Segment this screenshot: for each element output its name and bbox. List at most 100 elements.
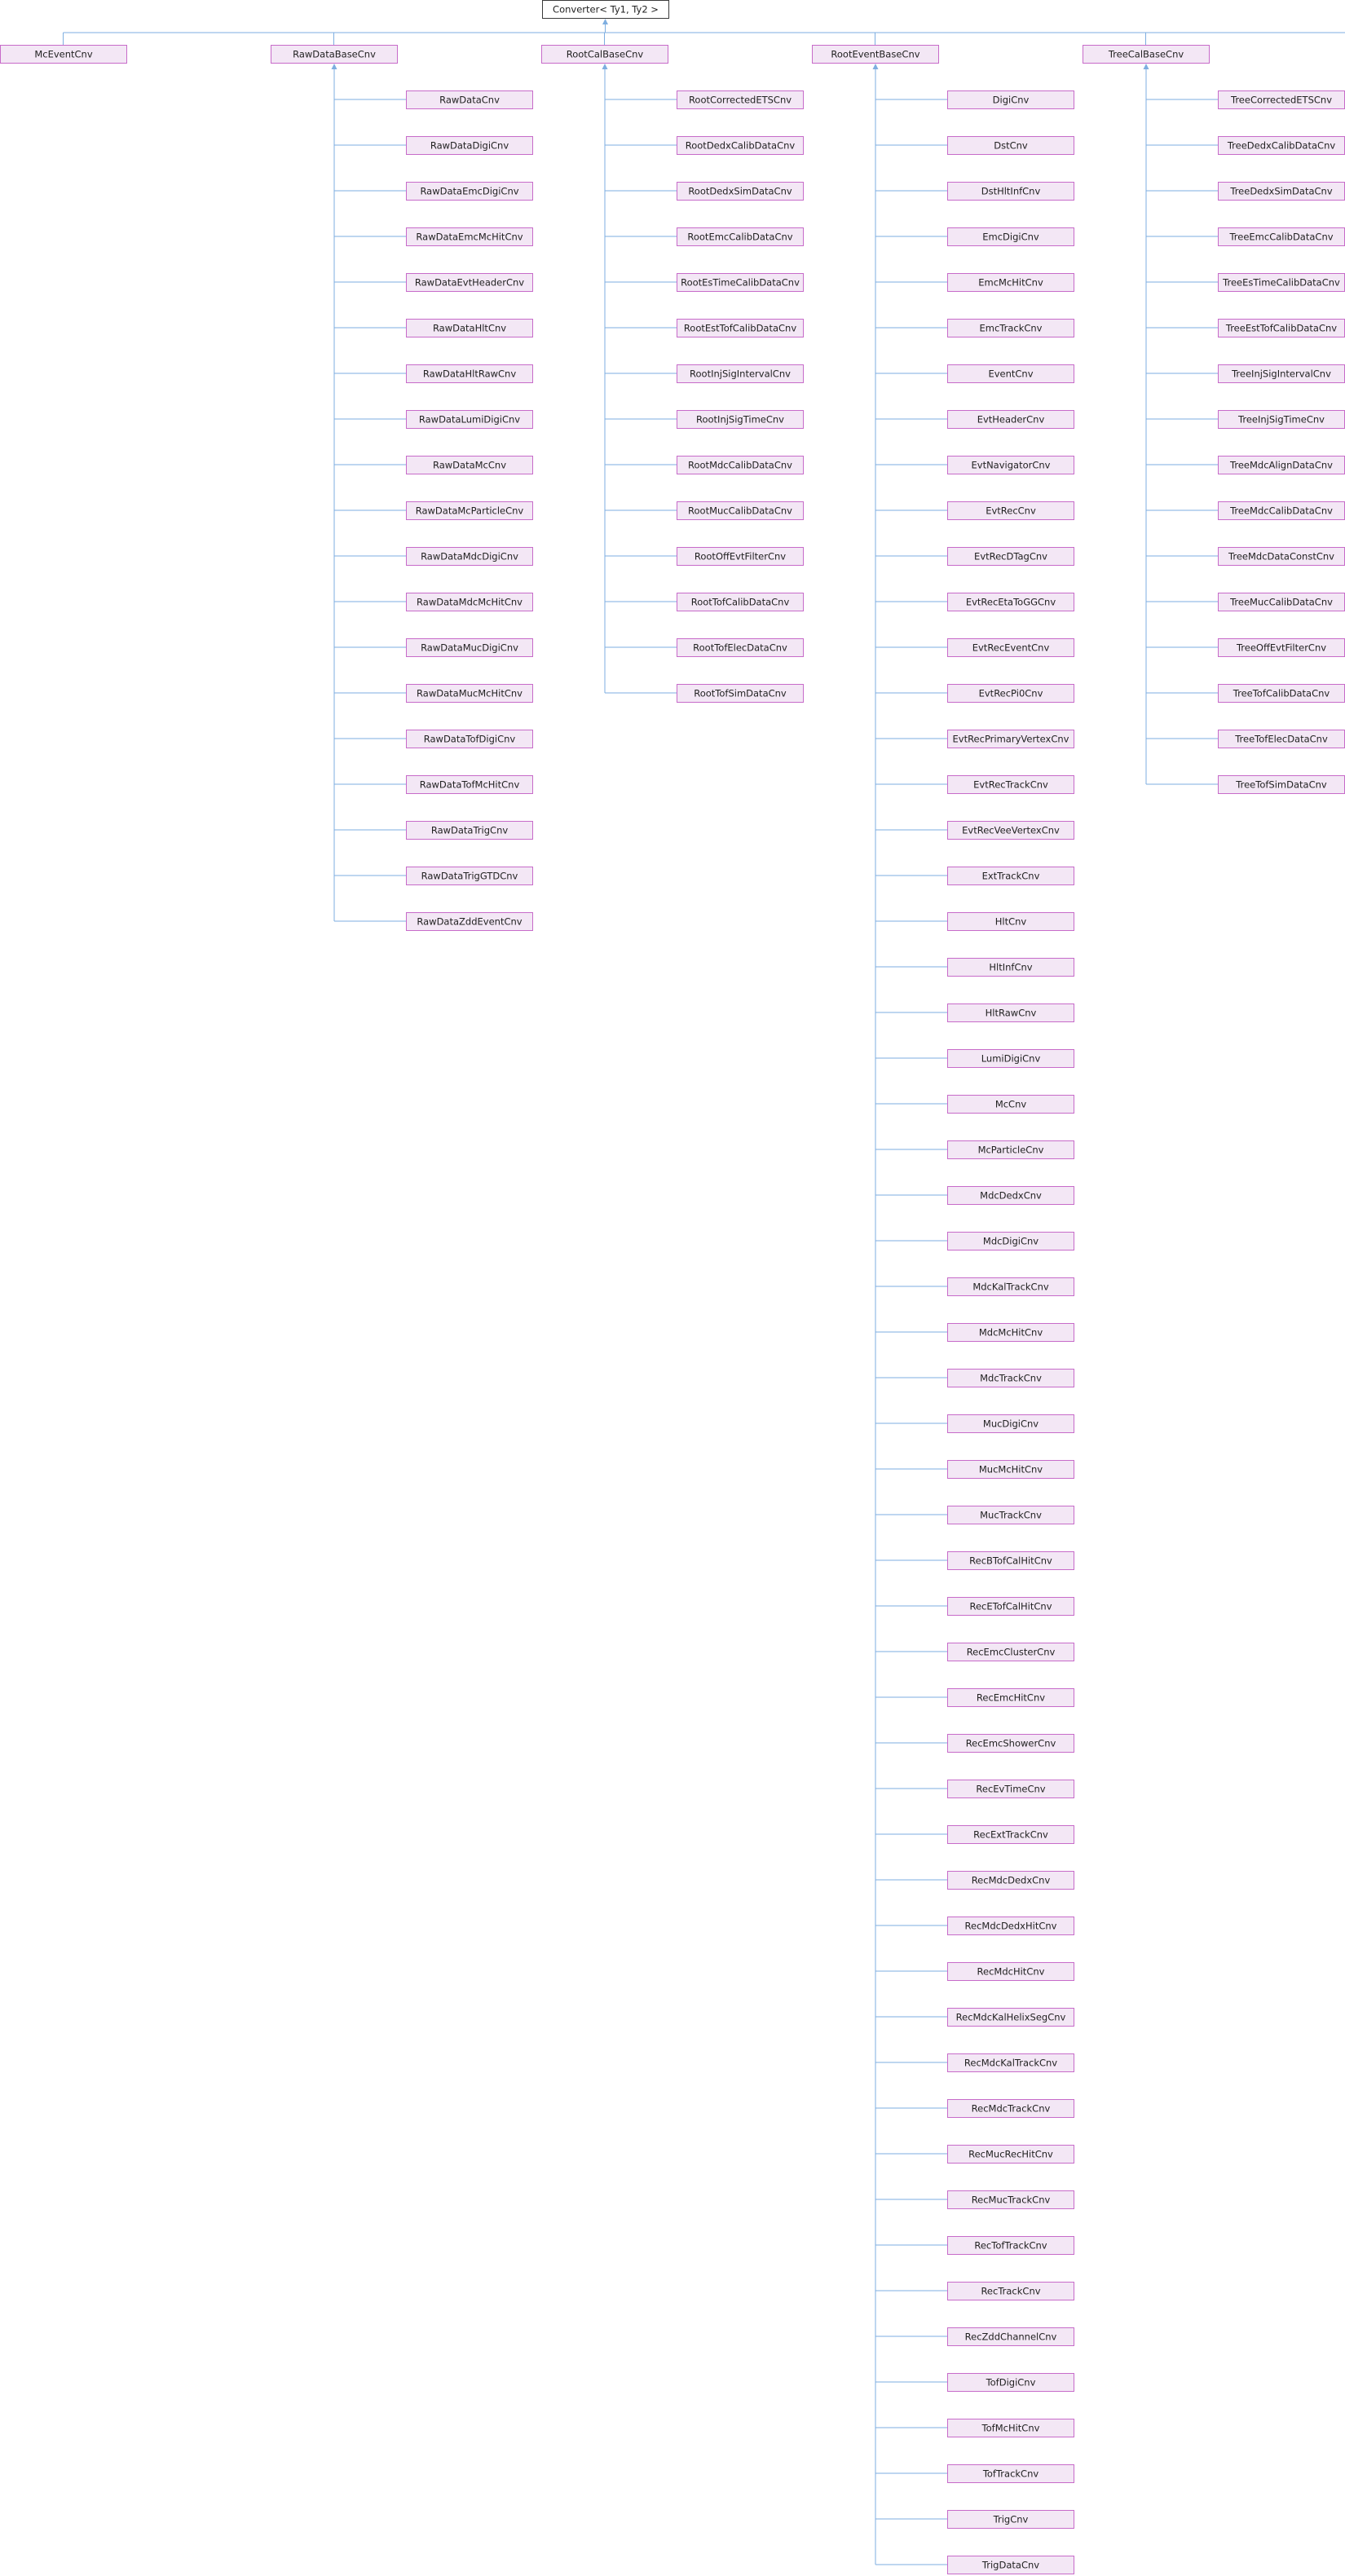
class-node-evtrecveevertexcnv[interactable]: EvtRecVeeVertexCnv — [947, 821, 1074, 840]
class-node-mdcdedxcnv[interactable]: MdcDedxCnv — [947, 1186, 1074, 1205]
class-node-roottofsimdatacnv[interactable]: RootTofSimDataCnv — [677, 684, 804, 703]
class-node-rooteventbasecnv[interactable]: RootEventBaseCnv — [812, 45, 939, 64]
class-node-emcdigicnv[interactable]: EmcDigiCnv — [947, 227, 1074, 246]
class-node-evtrecpi0cnv[interactable]: EvtRecPi0Cnv — [947, 684, 1074, 703]
class-node-rawdatacnv[interactable]: RawDataCnv — [406, 90, 533, 109]
class-node-rootestimecalibdatacnv[interactable]: RootEsTimeCalibDataCnv — [677, 273, 804, 292]
class-node-rootdedxsimdatacnv[interactable]: RootDedxSimDataCnv — [677, 182, 804, 201]
class-node-rawdatatrigcnv[interactable]: RawDataTrigCnv — [406, 821, 533, 840]
class-node-recemcshowercnv[interactable]: RecEmcShowerCnv — [947, 1734, 1074, 1753]
class-node-rootinjsigtimecnv[interactable]: RootInjSigTimeCnv — [677, 410, 804, 429]
class-node-rawdatamccnv[interactable]: RawDataMcCnv — [406, 456, 533, 474]
class-node-evtreceventcnv[interactable]: EvtRecEventCnv — [947, 638, 1074, 657]
class-node-treeinjsigintervalcnv[interactable]: TreeInjSigIntervalCnv — [1218, 364, 1345, 383]
class-node-rootdedxcalibdatacnv[interactable]: RootDedxCalibDataCnv — [677, 136, 804, 155]
class-node-rootcorrectedetscnv[interactable]: RootCorrectedETSCnv — [677, 90, 804, 109]
class-node-recexttrackcnv[interactable]: RecExtTrackCnv — [947, 1825, 1074, 1844]
class-node-recmdchitcnv[interactable]: RecMdcHitCnv — [947, 1962, 1074, 1981]
class-node-rootoffevtfiltercnv[interactable]: RootOffEvtFilterCnv — [677, 547, 804, 566]
class-node-rawdatamdcmchitcnv[interactable]: RawDataMdcMcHitCnv — [406, 593, 533, 611]
class-node-rootemccalibdatacnv[interactable]: RootEmcCalibDataCnv — [677, 227, 804, 246]
class-node-treeesttofcalibdatacnv[interactable]: TreeEstTofCalibDataCnv — [1218, 319, 1345, 337]
class-node-treemdcaligndatacnv[interactable]: TreeMdcAlignDataCnv — [1218, 456, 1345, 474]
class-node-treetofsimdatacnv[interactable]: TreeTofSimDataCnv — [1218, 775, 1345, 794]
class-node-treemuccalibdatacnv[interactable]: TreeMucCalibDataCnv — [1218, 593, 1345, 611]
class-node-recmdckaltrackcnv[interactable]: RecMdcKalTrackCnv — [947, 2053, 1074, 2072]
class-node-evtrecetatoggcnv[interactable]: EvtRecEtaToGGCnv — [947, 593, 1074, 611]
class-node-treeinjsigtimecnv[interactable]: TreeInjSigTimeCnv — [1218, 410, 1345, 429]
class-node-recmdctrackcnv[interactable]: RecMdcTrackCnv — [947, 2099, 1074, 2118]
class-node-recmdcdedxcnv[interactable]: RecMdcDedxCnv — [947, 1871, 1074, 1890]
class-node-rawdatazddeventcnv[interactable]: RawDataZddEventCnv — [406, 912, 533, 931]
class-node-rectoftrackcnv[interactable]: RecTofTrackCnv — [947, 2236, 1074, 2255]
class-node-evtrecprimaryvertexcnv[interactable]: EvtRecPrimaryVertexCnv — [947, 730, 1074, 748]
class-node-recmuctrackcnv[interactable]: RecMucTrackCnv — [947, 2190, 1074, 2209]
class-node-evtreccnv[interactable]: EvtRecCnv — [947, 501, 1074, 520]
class-node-emctrackcnv[interactable]: EmcTrackCnv — [947, 319, 1074, 337]
class-node-hltinfcnv[interactable]: HltInfCnv — [947, 958, 1074, 977]
class-node-tofmchitcnv[interactable]: TofMcHitCnv — [947, 2419, 1074, 2437]
class-node-recbtofcalhitcnv[interactable]: RecBTofCalHitCnv — [947, 1551, 1074, 1570]
class-node-treetofelecdatacnv[interactable]: TreeTofElecDataCnv — [1218, 730, 1345, 748]
class-node-toftrackcnv[interactable]: TofTrackCnv — [947, 2464, 1074, 2483]
class-node-rawdatatriggtdcnv[interactable]: RawDataTrigGTDCnv — [406, 867, 533, 885]
class-node-mdcdigicnv[interactable]: MdcDigiCnv — [947, 1232, 1074, 1251]
class-node-mucmchitcnv[interactable]: MucMcHitCnv — [947, 1460, 1074, 1479]
class-node-tofdigicnv[interactable]: TofDigiCnv — [947, 2373, 1074, 2392]
class-node-reczddchannelcnv[interactable]: RecZddChannelCnv — [947, 2327, 1074, 2346]
class-node-treecorrectedetscnv[interactable]: TreeCorrectedETSCnv — [1218, 90, 1345, 109]
class-node-mucdigicnv[interactable]: MucDigiCnv — [947, 1414, 1074, 1433]
class-node-rootinjsigintervalcnv[interactable]: RootInjSigIntervalCnv — [677, 364, 804, 383]
class-node-treemdccalibdatacnv[interactable]: TreeMdcCalibDataCnv — [1218, 501, 1345, 520]
class-node-recevtimecnv[interactable]: RecEvTimeCnv — [947, 1780, 1074, 1798]
class-node-rawdataevtheadercnv[interactable]: RawDataEvtHeaderCnv — [406, 273, 533, 292]
class-node-hltrawcnv[interactable]: HltRawCnv — [947, 1003, 1074, 1022]
class-node-rawdatahltrawcnv[interactable]: RawDataHltRawCnv — [406, 364, 533, 383]
class-node-evtheadercnv[interactable]: EvtHeaderCnv — [947, 410, 1074, 429]
class-node-mdctrackcnv[interactable]: MdcTrackCnv — [947, 1369, 1074, 1387]
class-node-treeemccalibdatacnv[interactable]: TreeEmcCalibDataCnv — [1218, 227, 1345, 246]
class-node-rawdatalumidigicnv[interactable]: RawDataLumiDigiCnv — [406, 410, 533, 429]
class-node-rawdatamucmchitcnv[interactable]: RawDataMucMcHitCnv — [406, 684, 533, 703]
class-node-recemcclustercnv[interactable]: RecEmcClusterCnv — [947, 1643, 1074, 1661]
class-node-rawdatadigicnv[interactable]: RawDataDigiCnv — [406, 136, 533, 155]
class-node-dsthltinfcnv[interactable]: DstHltInfCnv — [947, 182, 1074, 201]
class-node-mceventcnv[interactable]: McEventCnv — [0, 45, 127, 64]
class-node-rawdatahltcnv[interactable]: RawDataHltCnv — [406, 319, 533, 337]
class-node-mdcmchitcnv[interactable]: MdcMcHitCnv — [947, 1323, 1074, 1342]
class-node-rawdatamdcdigicnv[interactable]: RawDataMdcDigiCnv — [406, 547, 533, 566]
class-node-mdckaltrackcnv[interactable]: MdcKalTrackCnv — [947, 1277, 1074, 1296]
class-node-rootmuccalibdatacnv[interactable]: RootMucCalibDataCnv — [677, 501, 804, 520]
class-node-treecalbasecnv[interactable]: TreeCalBaseCnv — [1083, 45, 1210, 64]
class-node-recemchitcnv[interactable]: RecEmcHitCnv — [947, 1688, 1074, 1707]
class-node-treededxsimdatacnv[interactable]: TreeDedxSimDataCnv — [1218, 182, 1345, 201]
class-node-muctrackcnv[interactable]: MucTrackCnv — [947, 1506, 1074, 1524]
class-node-rectrackcnv[interactable]: RecTrackCnv — [947, 2282, 1074, 2300]
class-node-recetofcalhitcnv[interactable]: RecETofCalHitCnv — [947, 1597, 1074, 1616]
class-node-rawdatatofdigicnv[interactable]: RawDataTofDigiCnv — [406, 730, 533, 748]
class-node-rawdataemcmchitcnv[interactable]: RawDataEmcMcHitCnv — [406, 227, 533, 246]
class-node-treemdcdataconstcnv[interactable]: TreeMdcDataConstCnv — [1218, 547, 1345, 566]
class-node-roottofelecdatacnv[interactable]: RootTofElecDataCnv — [677, 638, 804, 657]
class-node-rawdatamucdigicnv[interactable]: RawDataMucDigiCnv — [406, 638, 533, 657]
class-node-evtrectrackcnv[interactable]: EvtRecTrackCnv — [947, 775, 1074, 794]
class-node-mccnv[interactable]: McCnv — [947, 1095, 1074, 1114]
class-node-rawdataemcdigicnv[interactable]: RawDataEmcDigiCnv — [406, 182, 533, 201]
class-node-rootmdccalibdatacnv[interactable]: RootMdcCalibDataCnv — [677, 456, 804, 474]
class-node-digicnv[interactable]: DigiCnv — [947, 90, 1074, 109]
class-node-trigcnv[interactable]: TrigCnv — [947, 2510, 1074, 2529]
class-node-rawdatamcparticlecnv[interactable]: RawDataMcParticleCnv — [406, 501, 533, 520]
class-node-hltcnv[interactable]: HltCnv — [947, 912, 1074, 931]
class-node-eventcnv[interactable]: EventCnv — [947, 364, 1074, 383]
class-node-rootcalbasecnv[interactable]: RootCalBaseCnv — [541, 45, 668, 64]
class-node-recmdckalhelixsegcnv[interactable]: RecMdcKalHelixSegCnv — [947, 2008, 1074, 2027]
class-node-exttrackcnv[interactable]: ExtTrackCnv — [947, 867, 1074, 885]
class-node-rootesttofcalibdatacnv[interactable]: RootEstTofCalibDataCnv — [677, 319, 804, 337]
class-node-treetofcalibdatacnv[interactable]: TreeTofCalibDataCnv — [1218, 684, 1345, 703]
class-node-rawdatatofmchitcnv[interactable]: RawDataTofMcHitCnv — [406, 775, 533, 794]
class-node-lumidigicnv[interactable]: LumiDigiCnv — [947, 1049, 1074, 1068]
class-node-dstcnv[interactable]: DstCnv — [947, 136, 1074, 155]
class-node-rawdatabasecnv[interactable]: RawDataBaseCnv — [271, 45, 398, 64]
class-node-roottofcalibdatacnv[interactable]: RootTofCalibDataCnv — [677, 593, 804, 611]
class-node-treededxcalibdatacnv[interactable]: TreeDedxCalibDataCnv — [1218, 136, 1345, 155]
